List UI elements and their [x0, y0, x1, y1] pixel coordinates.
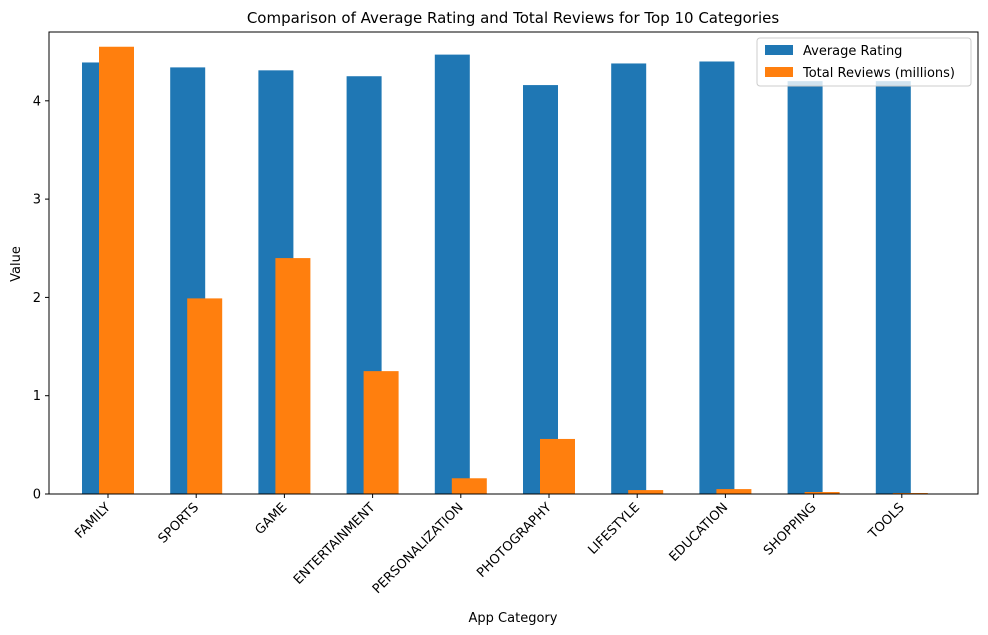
- bar-total-reviews-entertainment: [363, 371, 399, 494]
- bar-total-reviews-sports: [187, 298, 223, 494]
- x-tick-label-family: FAMILY: [72, 500, 114, 542]
- legend-swatch-total-reviews: [765, 67, 793, 77]
- y-tick-label: 0: [33, 488, 41, 503]
- x-tick-label-tools: TOOLS: [865, 500, 907, 542]
- bar-average-rating-personalization: [434, 54, 470, 495]
- bar-total-reviews-personalization: [451, 478, 487, 494]
- x-tick-label-photography: PHOTOGRAPHY: [474, 500, 555, 581]
- x-tick-label-personalization: PERSONALIZATION: [370, 500, 467, 597]
- y-tick-label: 1: [33, 389, 41, 404]
- bar-total-reviews-game: [275, 258, 311, 494]
- bar-total-reviews-photography: [540, 438, 575, 494]
- bar-average-rating-education: [699, 61, 735, 495]
- chart-title: Comparison of Average Rating and Total R…: [247, 9, 780, 27]
- x-tick-label-education: EDUCATION: [667, 500, 732, 565]
- x-tick-label-shopping: SHOPPING: [761, 500, 819, 558]
- bar-total-reviews-family: [99, 46, 134, 495]
- x-tick-label-game: GAME: [252, 500, 290, 538]
- ticks-layer: 0 1 2 3 4 FAMILY SPORTS GAME ENTERTAINMENTPERSON…: [33, 94, 908, 597]
- bars-layer: [82, 46, 928, 495]
- bar-average-rating-photography: [523, 85, 558, 494]
- bar-average-rating-tools: [875, 81, 911, 495]
- bar-average-rating-lifestyle: [611, 63, 647, 495]
- legend-swatch-average-rating: [765, 45, 793, 55]
- y-tick-label: 3: [33, 193, 41, 208]
- x-tick-label-entertainment: ENTERTAINMENT: [291, 500, 378, 587]
- x-axis-label: App Category: [469, 611, 558, 626]
- legend-label-total-reviews: Total Reviews (millions): [802, 66, 955, 81]
- bar-total-reviews-shopping: [804, 492, 840, 494]
- plot-frame: [48, 31, 979, 495]
- y-tick-label: 4: [33, 94, 41, 109]
- axes-layer: [48, 31, 979, 495]
- legend: Average Rating Total Reviews (millions): [756, 37, 972, 87]
- x-tick-label-sports: SPORTS: [156, 500, 202, 546]
- bar-total-reviews-education: [716, 489, 752, 494]
- y-axis-label: Value: [9, 246, 24, 282]
- bar-total-reviews-lifestyle: [628, 490, 664, 494]
- y-tick-label: 2: [33, 291, 41, 306]
- legend-box: [756, 37, 972, 87]
- legend-label-average-rating: Average Rating: [803, 44, 902, 59]
- bar-average-rating-shopping: [787, 81, 823, 495]
- x-tick-label-lifestyle: LIFESTYLE: [585, 500, 643, 558]
